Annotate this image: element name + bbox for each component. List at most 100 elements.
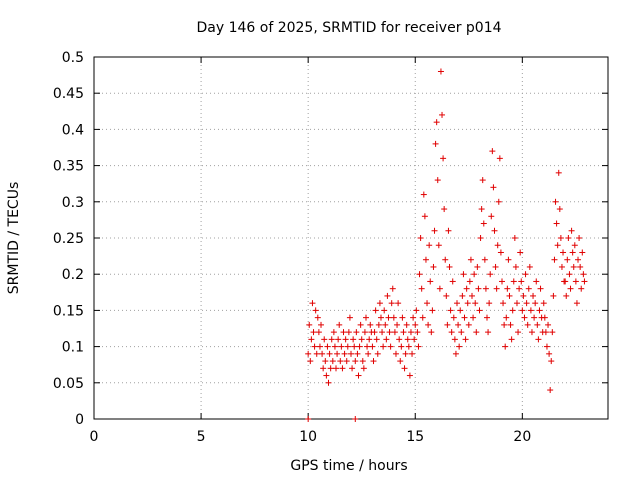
data-point	[417, 235, 424, 241]
y-tick-label: 0.05	[53, 376, 84, 392]
data-point	[372, 307, 379, 314]
data-point	[581, 278, 588, 285]
data-point	[426, 242, 433, 249]
data-point	[414, 329, 421, 336]
data-point	[460, 271, 467, 278]
data-point	[564, 256, 571, 263]
data-point	[505, 256, 512, 263]
data-point	[314, 314, 321, 321]
data-point	[497, 249, 504, 256]
data-point	[305, 416, 312, 422]
data-point	[386, 329, 393, 336]
data-point	[447, 307, 454, 314]
data-point	[536, 307, 543, 314]
data-point	[562, 278, 569, 285]
data-point	[307, 358, 314, 365]
data-point	[375, 321, 382, 328]
data-point	[441, 206, 448, 213]
data-point	[552, 198, 559, 205]
data-point	[343, 358, 350, 365]
data-point	[567, 285, 574, 292]
data-point	[380, 343, 387, 350]
data-point	[433, 119, 440, 126]
data-point	[568, 227, 575, 234]
data-point	[318, 321, 325, 328]
data-point	[306, 321, 313, 328]
data-point	[487, 271, 494, 278]
data-point	[371, 329, 378, 336]
data-point	[541, 314, 548, 321]
data-point	[463, 285, 470, 292]
data-point	[573, 300, 580, 307]
data-point	[540, 300, 547, 307]
data-point	[430, 263, 437, 270]
data-point	[429, 307, 436, 314]
data-point	[533, 278, 540, 285]
data-point	[508, 336, 515, 343]
data-point	[535, 336, 542, 343]
data-point	[576, 235, 583, 241]
data-point	[382, 321, 389, 328]
data-point	[341, 350, 348, 357]
data-point	[563, 292, 570, 299]
data-point	[428, 329, 435, 336]
data-point	[504, 285, 511, 292]
data-point	[516, 285, 523, 292]
data-point	[405, 343, 412, 350]
data-point	[397, 358, 404, 365]
data-point	[342, 336, 349, 343]
data-point	[509, 307, 516, 314]
data-point	[361, 329, 368, 336]
data-point	[431, 227, 438, 234]
data-point	[346, 314, 353, 321]
data-point	[324, 343, 331, 350]
data-point	[373, 336, 380, 343]
data-point	[486, 300, 493, 307]
data-point	[439, 111, 446, 118]
data-point	[542, 329, 549, 336]
data-point	[513, 300, 520, 307]
data-point	[313, 350, 320, 357]
data-point	[362, 314, 369, 321]
data-point	[449, 278, 456, 285]
data-point	[560, 249, 567, 256]
data-point	[475, 285, 482, 292]
data-point	[396, 336, 403, 343]
data-point	[320, 365, 327, 372]
data-point	[472, 300, 479, 307]
data-point	[551, 256, 558, 263]
data-point	[398, 343, 405, 350]
data-point	[413, 307, 420, 314]
data-point	[550, 292, 557, 299]
data-point	[522, 271, 529, 278]
data-point	[455, 321, 462, 328]
data-point	[493, 285, 500, 292]
data-point	[457, 307, 464, 314]
data-point	[329, 358, 336, 365]
data-point	[366, 336, 373, 343]
data-point	[412, 321, 419, 328]
data-point	[344, 343, 351, 350]
data-point	[528, 329, 535, 336]
data-point	[537, 285, 544, 292]
data-point	[524, 321, 531, 328]
data-point	[325, 379, 332, 386]
data-point	[364, 343, 371, 350]
data-point	[515, 329, 522, 336]
chart-title: Day 146 of 2025, SRMTID for receiver p01…	[196, 20, 501, 36]
x-tick-label: 20	[513, 429, 531, 445]
data-point	[377, 314, 384, 321]
data-point	[474, 263, 481, 270]
data-point	[565, 235, 572, 241]
data-point	[500, 300, 507, 307]
data-point	[411, 336, 418, 343]
data-point	[333, 365, 340, 372]
data-point	[310, 329, 317, 336]
data-point	[534, 321, 541, 328]
data-point	[323, 372, 330, 379]
data-point	[391, 329, 398, 336]
data-point	[448, 329, 455, 336]
data-point	[440, 155, 447, 162]
data-point	[451, 336, 458, 343]
data-point	[353, 329, 360, 336]
